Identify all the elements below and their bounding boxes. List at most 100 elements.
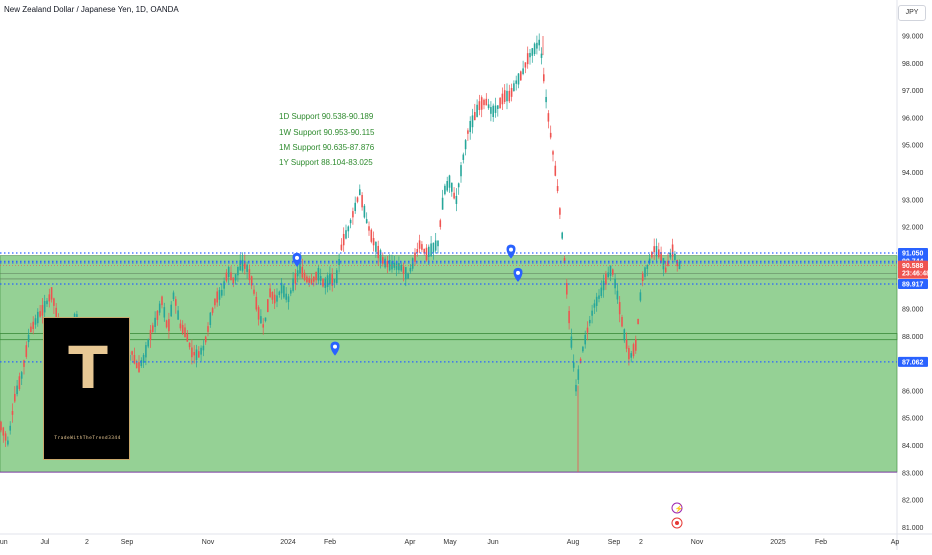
candle-body <box>149 329 152 341</box>
candle-body <box>239 260 241 271</box>
candle-body <box>244 261 246 269</box>
map-pin-dot <box>333 344 337 349</box>
y-tick-label: 97.000 <box>902 88 924 95</box>
candle-body <box>142 354 145 363</box>
candle-body <box>522 68 524 75</box>
candle-body <box>382 257 384 264</box>
candle-body <box>428 246 430 257</box>
candle-body <box>170 304 172 317</box>
candle-body <box>260 316 262 324</box>
map-pin-icon[interactable] <box>506 244 516 259</box>
candle-body <box>43 300 46 313</box>
candle-body <box>133 354 136 364</box>
candle-body <box>73 313 76 319</box>
candle-body <box>616 290 619 300</box>
candle-body <box>379 250 382 263</box>
candle-body <box>131 351 133 355</box>
candle-body <box>430 243 432 257</box>
candle-body <box>393 262 396 268</box>
candle-body <box>625 339 628 349</box>
candle-body <box>161 296 163 306</box>
candle-body <box>439 220 442 227</box>
candle-body <box>253 289 255 294</box>
brand-logo: T TradeWithTheTrend3344 <box>43 317 130 460</box>
candle-body <box>333 279 336 283</box>
candle-body <box>639 292 642 301</box>
candle-body <box>589 319 591 324</box>
candle-body <box>547 113 550 122</box>
level-tag-91050: 91.050 <box>902 251 924 258</box>
candle-body <box>0 421 2 431</box>
candle-body <box>524 62 527 68</box>
y-tick-label: 88.000 <box>902 334 924 341</box>
y-tick-label: 89.000 <box>902 307 924 314</box>
candle-body <box>246 264 248 272</box>
candle-body <box>421 244 423 250</box>
candle-body <box>165 320 168 328</box>
candle-body <box>455 195 458 204</box>
x-tick-label: Sep <box>121 539 134 546</box>
candle-body <box>462 154 465 160</box>
candle-body <box>315 272 317 281</box>
candle-body <box>296 270 299 277</box>
candle-body <box>641 273 644 282</box>
candle-body <box>605 273 607 285</box>
lightning-event-icon[interactable] <box>671 502 683 514</box>
candle-body <box>568 310 570 324</box>
candle-body <box>391 261 393 270</box>
currency-selector[interactable]: JPY <box>898 5 926 21</box>
candle-body <box>561 232 563 239</box>
map-pin-dot <box>295 255 299 260</box>
candle-body <box>359 189 361 196</box>
candle-body <box>529 52 531 58</box>
candle-body <box>198 351 200 358</box>
candle-body <box>609 265 612 276</box>
candle-body <box>664 267 667 273</box>
candle-body <box>202 345 205 351</box>
x-tick-label: Feb <box>324 539 336 546</box>
candle-body <box>299 262 301 274</box>
candle-body <box>372 238 375 246</box>
last-price-tag-bg <box>898 260 928 279</box>
candle-body <box>354 202 356 211</box>
support-note-1y: 1Y Support 88.104-83.025 <box>279 158 373 167</box>
candle-body <box>579 358 582 364</box>
x-tick-label: 2 <box>85 539 89 546</box>
candle-body <box>271 291 274 300</box>
candle-body <box>331 274 333 286</box>
candle-body <box>237 266 239 276</box>
candle-body <box>179 323 182 329</box>
y-tick-label: 81.000 <box>902 525 924 532</box>
candle-body <box>370 229 373 242</box>
candle-body <box>214 298 216 306</box>
candle-body <box>204 336 207 343</box>
x-tick-label: Ap <box>891 539 900 546</box>
x-tick-label: 2024 <box>280 539 296 546</box>
candle-body <box>448 175 451 188</box>
candle-body <box>595 296 598 306</box>
candle-body <box>497 105 499 109</box>
candle-body <box>53 298 55 306</box>
candle-body <box>538 39 540 46</box>
candle-body <box>319 276 322 281</box>
candle-body <box>464 140 467 150</box>
candle-body <box>577 369 580 380</box>
candle-body <box>241 259 244 271</box>
candle-body <box>232 277 235 284</box>
candle-body <box>543 74 545 82</box>
candle-body <box>437 240 439 247</box>
candle-body <box>453 192 455 199</box>
candle-body <box>50 287 53 300</box>
candle-body <box>632 344 635 357</box>
candle-body <box>273 294 276 304</box>
x-tick-label: Nov <box>202 539 215 546</box>
candle-body <box>492 105 494 118</box>
candle-body <box>195 349 198 360</box>
candle-body <box>405 267 407 280</box>
candle-body <box>191 347 193 358</box>
candle-body <box>570 336 573 348</box>
candle-body <box>416 248 419 253</box>
y-tick-label: 92.000 <box>902 225 924 232</box>
